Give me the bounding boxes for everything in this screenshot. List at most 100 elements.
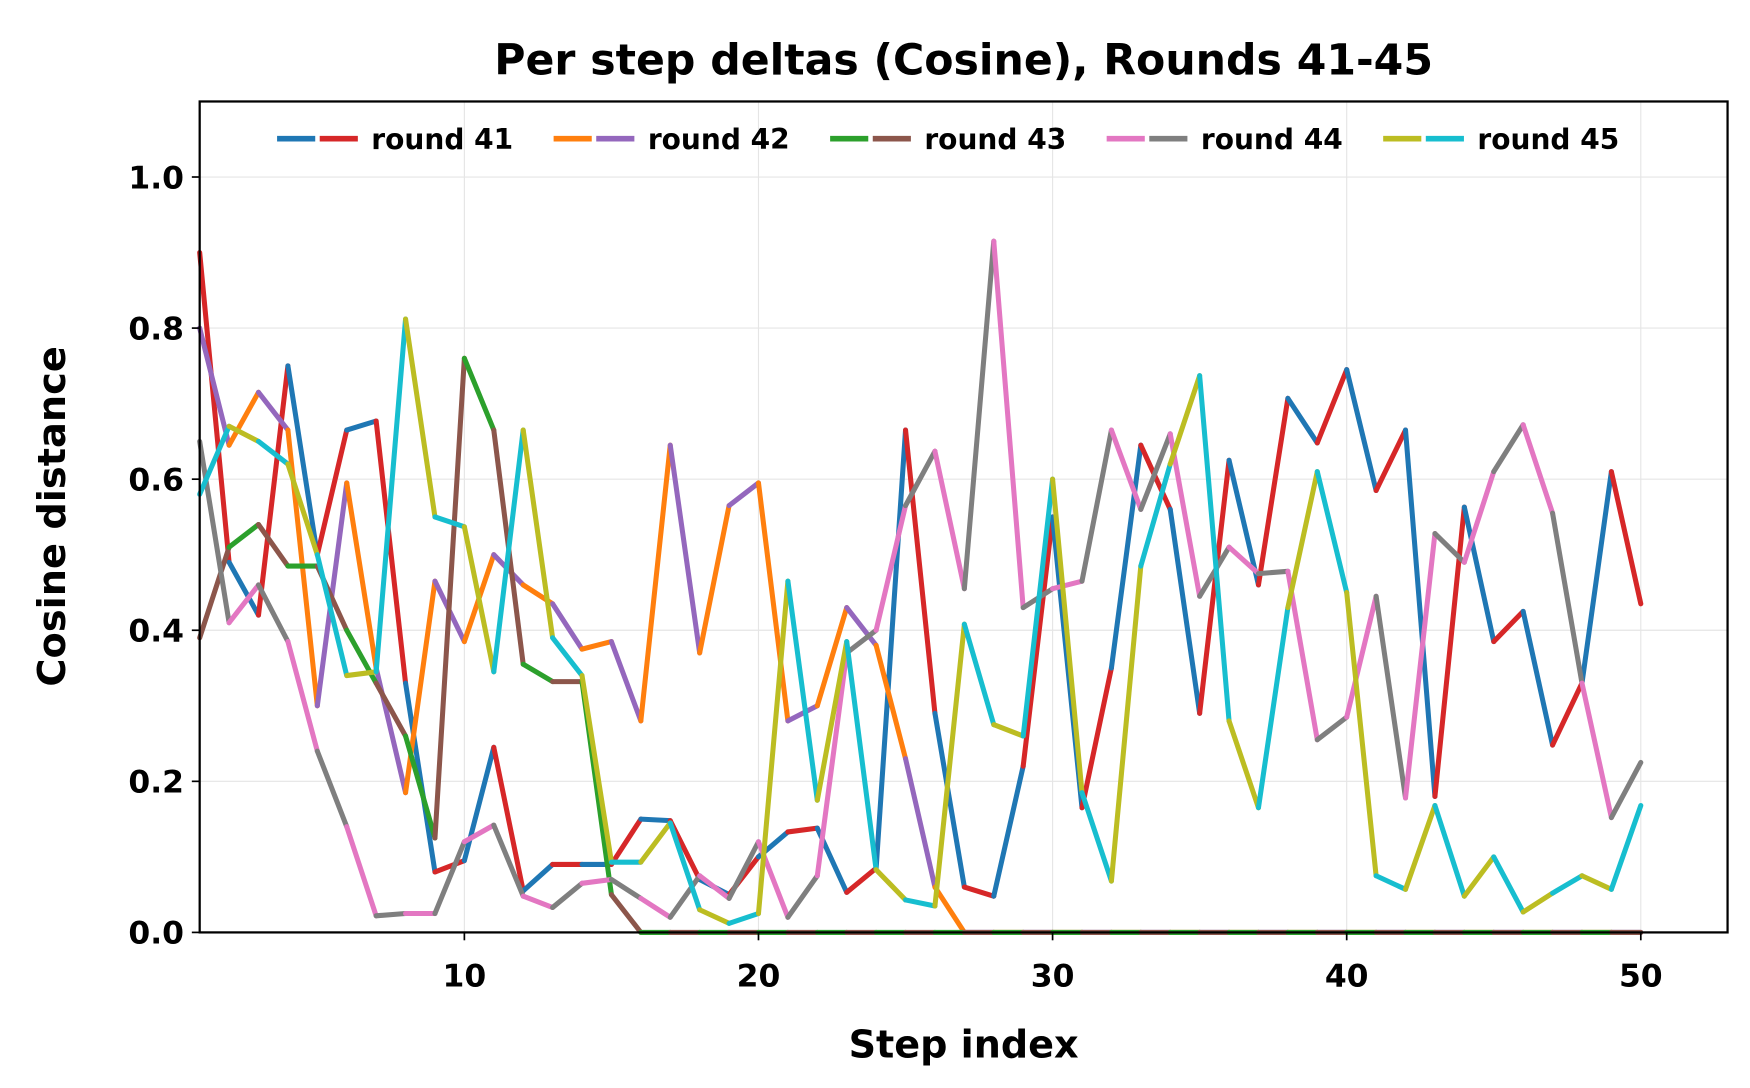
line-segment <box>520 661 556 685</box>
line-segment <box>403 316 438 520</box>
line-segment <box>1432 531 1467 565</box>
line-segment <box>197 250 232 565</box>
line-segment <box>1255 605 1291 811</box>
line-segment <box>226 423 262 444</box>
line-segment <box>991 722 1026 739</box>
x-tick-label: 40 <box>1325 958 1369 994</box>
line-segment <box>638 442 673 724</box>
line-segment <box>814 650 850 879</box>
legend: round 41 round 42 round 43 round 44 round 45 <box>277 123 1619 156</box>
line-segment <box>1197 457 1232 716</box>
line-segment <box>844 627 879 656</box>
line-segment <box>1491 608 1526 645</box>
legend-label: round 42 <box>648 123 790 156</box>
line-segment <box>932 448 967 592</box>
line-segment <box>1079 665 1114 811</box>
line-segment <box>314 748 350 830</box>
line-segment <box>1608 469 1644 607</box>
legend-entry: round 41 <box>277 123 513 156</box>
line-segment <box>755 480 791 724</box>
line-segment <box>873 867 909 903</box>
line-segment <box>667 820 703 913</box>
line-segment <box>1197 373 1232 724</box>
line-segment <box>903 897 938 909</box>
line-segment <box>1373 873 1409 892</box>
line-segment <box>491 427 526 675</box>
line-segment <box>1520 608 1556 748</box>
line-segment <box>314 552 350 679</box>
series-lines <box>197 238 1644 935</box>
line-segment <box>1608 802 1644 892</box>
line-segment <box>726 480 762 509</box>
series-round-41 <box>197 250 1644 899</box>
line-segment <box>1432 802 1467 899</box>
line-segment <box>373 418 409 686</box>
line-segment <box>1167 506 1203 716</box>
line-segment <box>255 582 291 645</box>
legend-entry: round 43 <box>830 123 1066 156</box>
line-segment <box>1550 510 1585 686</box>
x-axis-label: Step index <box>849 1023 1079 1067</box>
line-segment <box>520 893 556 911</box>
x-tick-label: 30 <box>1031 958 1075 994</box>
y-axis-label: Cosine distance <box>31 346 75 686</box>
line-segment <box>1050 476 1085 796</box>
legend-entry: round 45 <box>1383 123 1619 156</box>
line-segment <box>550 635 585 679</box>
legend-entry: round 44 <box>1106 123 1343 156</box>
line-segment <box>667 873 703 920</box>
line-segment <box>1314 714 1350 743</box>
line-segment <box>344 418 379 433</box>
line-segment <box>1520 422 1556 516</box>
y-tick-label: 0.4 <box>128 613 184 649</box>
line-segment <box>1579 873 1614 892</box>
line-segment <box>461 355 497 433</box>
x-tick-label: 50 <box>1619 958 1663 994</box>
line-segment <box>697 873 732 901</box>
line-segment <box>403 680 438 875</box>
line-segment <box>1461 469 1497 565</box>
line-segment <box>873 503 909 633</box>
line-segment <box>903 756 938 890</box>
line-segment <box>1108 442 1144 671</box>
axis-ticks: 10 20 30 40 50 0.0 0.2 0.4 0.6 0.8 1.0 <box>128 160 1662 994</box>
x-tick-label: 20 <box>737 958 781 994</box>
x-tick-label: 10 <box>443 958 487 994</box>
line-segment <box>432 514 467 530</box>
line-segment <box>638 895 673 920</box>
line-segment <box>579 673 614 865</box>
line-segment <box>932 621 967 909</box>
line-segment <box>461 822 497 845</box>
line-segment <box>726 910 762 926</box>
line-segment <box>726 839 762 901</box>
line-segment <box>1461 504 1497 645</box>
line-segment <box>285 363 320 558</box>
line-segment <box>785 578 820 803</box>
line-segment <box>1402 802 1438 892</box>
line-segment <box>638 816 673 824</box>
line-segment <box>814 639 850 803</box>
line-segment <box>961 238 997 592</box>
line-segment <box>1520 890 1556 915</box>
line-segment <box>785 703 820 724</box>
line-segment <box>1402 531 1438 801</box>
chart-title: Per step deltas (Cosine), Rounds 41-45 <box>494 35 1433 85</box>
line-segment <box>873 642 909 762</box>
line-segment <box>373 910 409 919</box>
y-tick-label: 0.0 <box>128 916 184 952</box>
line-segment <box>1255 395 1291 588</box>
line-segment <box>197 544 232 641</box>
line-segment <box>226 582 262 626</box>
line-segment <box>1108 563 1144 884</box>
line-segment <box>314 427 350 558</box>
line-segment <box>344 480 379 671</box>
line-segment <box>1579 680 1614 821</box>
line-segment <box>226 521 262 550</box>
line-segment <box>1314 367 1350 446</box>
line-segment <box>226 389 262 448</box>
line-segment <box>1344 367 1379 494</box>
line-segment <box>1167 431 1203 599</box>
legend-label: round 43 <box>924 123 1066 156</box>
line-segment <box>1461 854 1497 899</box>
